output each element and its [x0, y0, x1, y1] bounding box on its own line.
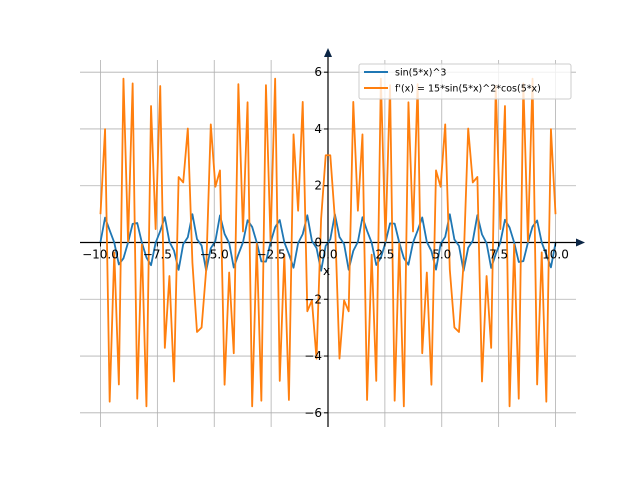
y-tick-label-0: −6	[304, 406, 322, 420]
y-tick-label-1: −4	[304, 349, 322, 363]
x-axis-arrow-icon	[576, 238, 585, 247]
x-axis-label: x	[323, 264, 330, 278]
y-tick-label-2: −2	[304, 292, 322, 306]
legend-label-1: f'(x) = 15*sin(5*x)^2*cos(5*x)	[395, 84, 541, 95]
x-tick-label-3: −2.5	[257, 248, 286, 262]
legend-label-0: sin(5*x)^3	[395, 68, 446, 79]
x-tick-label-8: 10.0	[542, 248, 569, 262]
y-tick-label-5: 4	[314, 122, 322, 136]
x-tick-label-2: −5.0	[200, 248, 229, 262]
series-line-1	[99, 77, 557, 408]
x-tick-label-1: −7.5	[143, 248, 172, 262]
y-tick-label-6: 6	[314, 65, 322, 79]
legend: sin(5*x)^3 f'(x) = 15*sin(5*x)^2*cos(5*x…	[358, 63, 572, 100]
x-tick-label-6: 5.0	[432, 248, 451, 262]
y-tick-label-3: 0	[314, 236, 322, 250]
legend-box	[358, 63, 572, 100]
y-tick-label-4: 2	[314, 179, 322, 193]
x-tick-label-5: 2.5	[375, 248, 394, 262]
x-tick-label-7: 7.5	[489, 248, 508, 262]
y-axis-arrow-icon	[324, 48, 332, 57]
x-tick-label-0: −10.0	[82, 248, 119, 262]
x-tick-label-4: 0.0	[318, 248, 337, 262]
tick-labels: −10.0 −7.5 −5.0 −2.5 0.0 2.5 5.0 7.5 10.0 −6 −4 −2 0…	[82, 65, 569, 420]
